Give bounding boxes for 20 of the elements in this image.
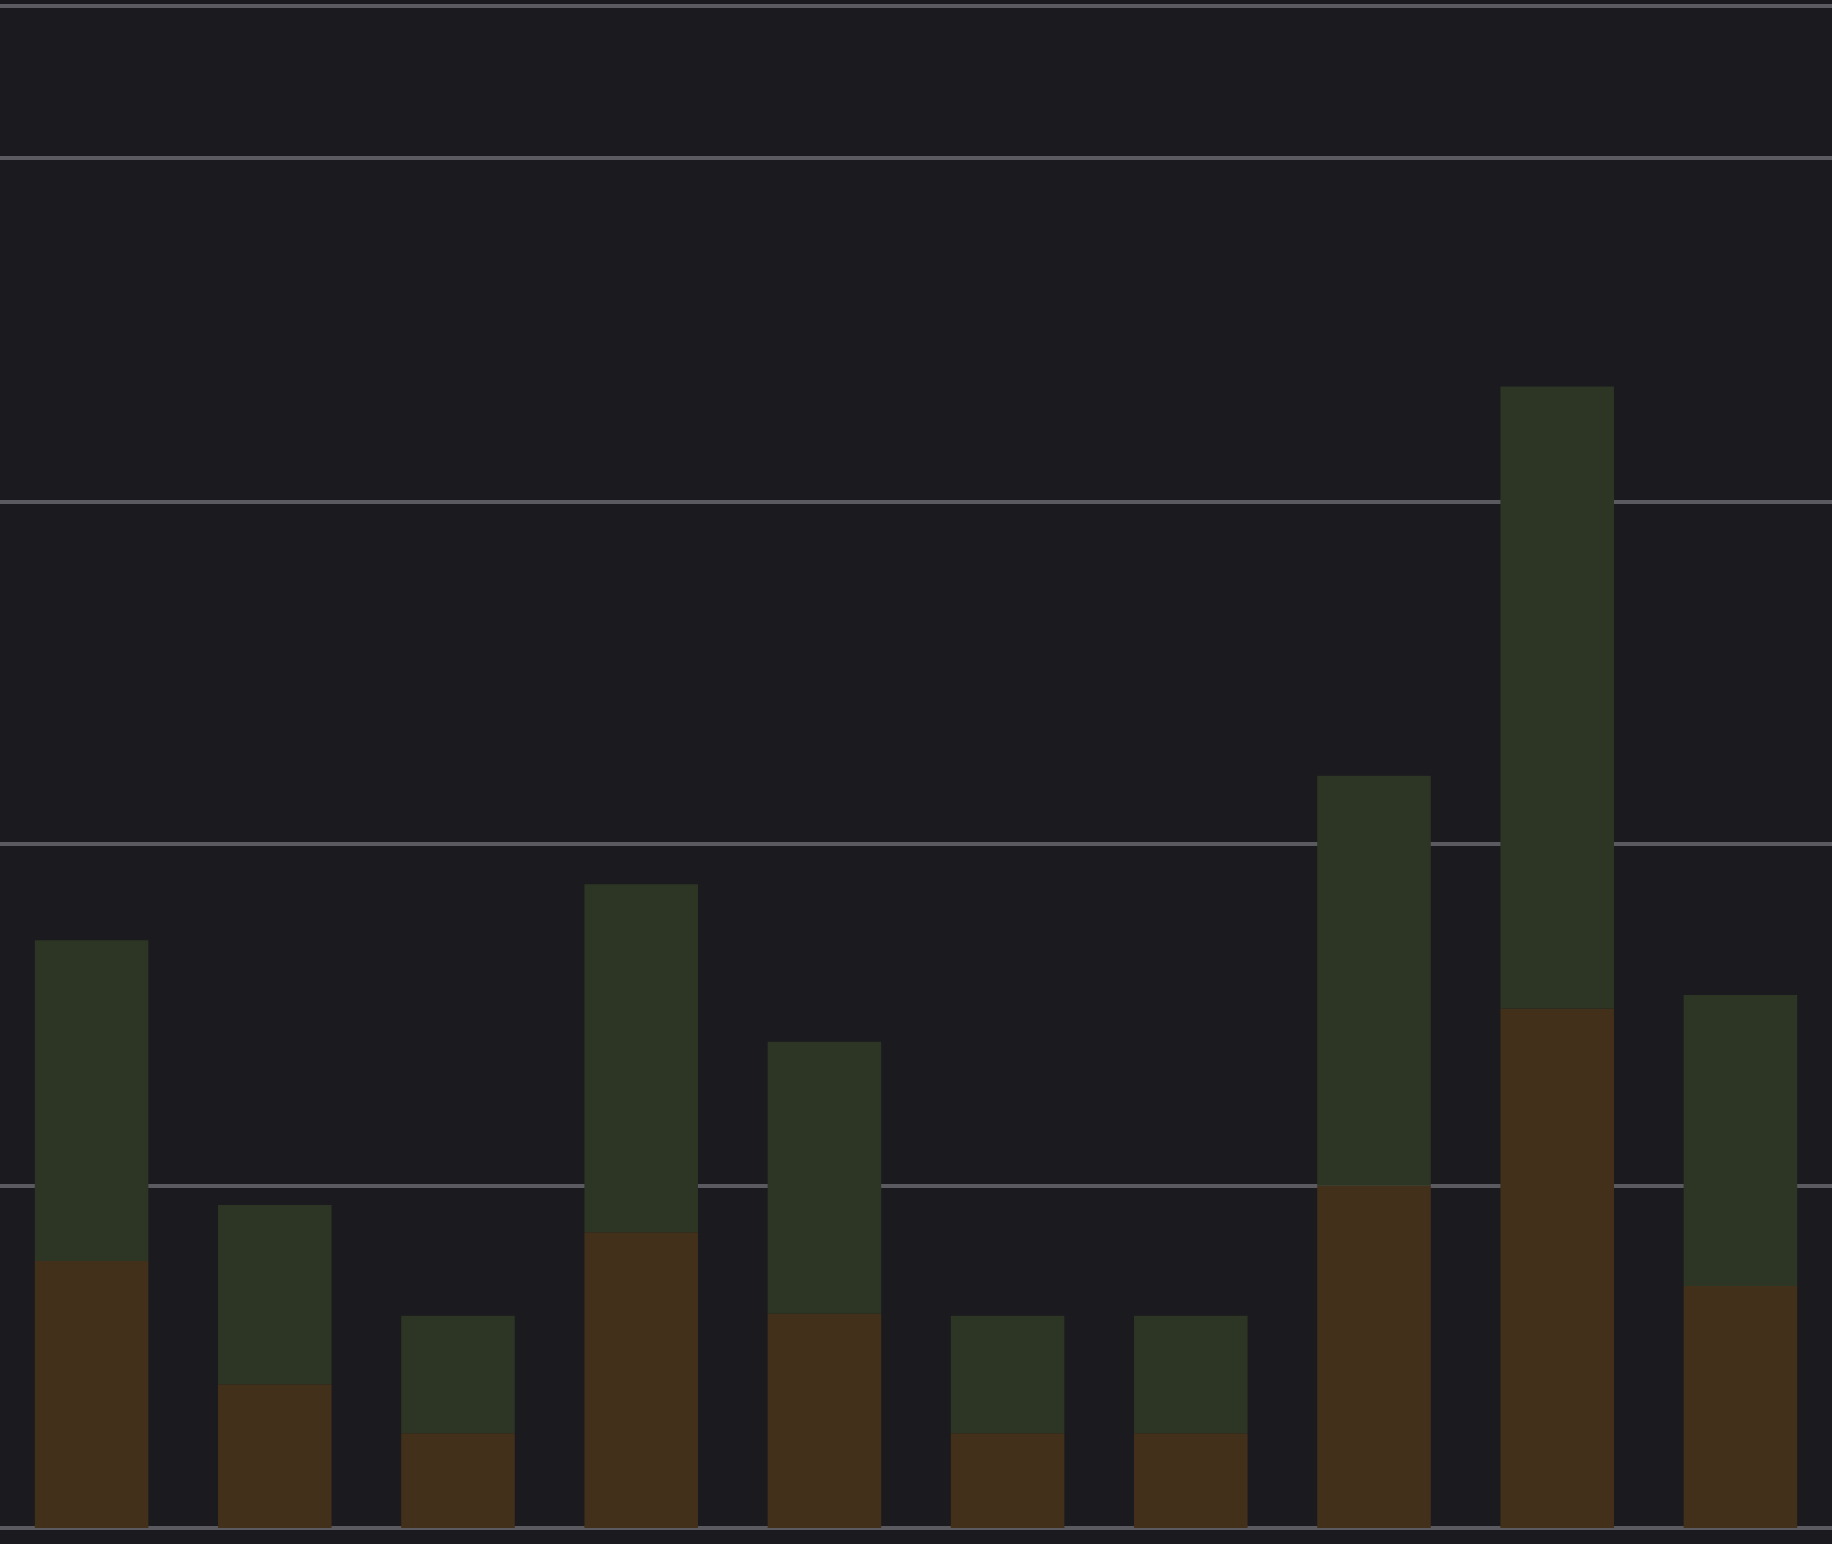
bar bbox=[1683, 1286, 1798, 1528]
bar bbox=[584, 884, 698, 1233]
bar bbox=[584, 1232, 698, 1528]
bar bbox=[401, 1433, 515, 1528]
bar bbox=[218, 1384, 332, 1528]
bar bbox=[1683, 994, 1798, 1286]
bar bbox=[767, 1313, 882, 1528]
bar bbox=[34, 1260, 149, 1528]
bar bbox=[34, 940, 149, 1261]
bar bbox=[1134, 1315, 1248, 1434]
bar bbox=[1317, 775, 1431, 1186]
bar bbox=[1500, 1008, 1614, 1528]
bar bbox=[401, 1315, 515, 1434]
bar bbox=[218, 1204, 332, 1385]
bar bbox=[950, 1433, 1065, 1528]
bar bbox=[767, 1041, 882, 1314]
bar bbox=[1134, 1433, 1248, 1528]
bar bbox=[950, 1315, 1065, 1434]
bar bbox=[1500, 386, 1614, 1009]
bar bbox=[1317, 1185, 1431, 1528]
